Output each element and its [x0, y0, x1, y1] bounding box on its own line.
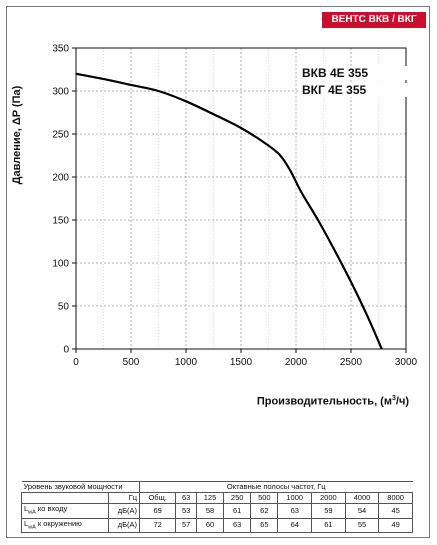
table-col-header: 250	[223, 492, 252, 504]
row-label-tail: ко входу	[35, 504, 68, 513]
sound-power-table: Уровень звуковой мощности Октавные полос…	[21, 481, 413, 533]
table-cell: 55	[344, 517, 380, 533]
row-label-main: L	[24, 504, 29, 513]
table-col-header: 125	[195, 492, 225, 504]
x-tick-label: 500	[123, 357, 140, 368]
table-cell: 49	[378, 517, 413, 533]
chart-frame	[6, 6, 430, 538]
table-hz-label: Гц	[108, 492, 140, 504]
x-tick-label: 3000	[395, 357, 418, 368]
table-cell: 62	[250, 503, 279, 519]
table-row-unit: дБ(A)	[108, 503, 140, 519]
y-tick-label: 200	[52, 173, 69, 184]
table-row-unit: дБ(A)	[108, 517, 140, 533]
table-cell: 57	[175, 517, 197, 533]
table-cell: 54	[344, 503, 380, 519]
table-row: LwA ко входу дБ(A) 69 53 58 61 62 63 59 …	[21, 503, 413, 519]
row-label-sub: wA	[28, 509, 36, 516]
y-tick-label: 300	[52, 87, 69, 98]
table-title: Уровень звуковой мощности	[21, 481, 140, 493]
table-cell: 58	[195, 503, 225, 519]
y-tick-label: 150	[52, 216, 69, 227]
y-axis-label-box: Давление, ΔP (Па)	[4, 70, 30, 200]
table-col-header: 8000	[378, 492, 413, 504]
table-col-header: 500	[250, 492, 279, 504]
y-tick-label: 250	[52, 130, 69, 141]
table-cell: 64	[277, 517, 313, 533]
table-row-label: LwA ко входу	[21, 503, 109, 519]
table-cell: 72	[138, 517, 177, 533]
y-axis-label: Давление, ΔP (Па)	[11, 85, 23, 185]
table-cell: 63	[223, 517, 252, 533]
y-tick-label: 50	[58, 302, 70, 313]
x-tick-label: 0	[73, 357, 79, 368]
brand-label: ВЕНТС ВКВ / ВКГ	[322, 12, 426, 28]
y-tick-label: 100	[52, 259, 69, 270]
x-axis-label: Производительность, (м3/ч)	[257, 395, 409, 408]
table-cell: 69	[138, 503, 177, 519]
row-label-sub: wA	[28, 524, 36, 530]
row-label-tail: к окружению	[35, 518, 82, 528]
table-columns-row: Гц Общ. 63 125 250 500 1000 2000 4000 80…	[21, 492, 413, 504]
model-label-2: ВКГ 4Е 355	[300, 83, 414, 97]
y-tick-label: 0	[63, 345, 69, 356]
x-tick-label: 2000	[285, 357, 308, 368]
table-cell: 65	[250, 517, 279, 533]
y-tick-label: 350	[52, 44, 69, 55]
table-col-header: 4000	[344, 492, 380, 504]
x-axis-label-main: Производительность, (м	[256, 395, 392, 408]
table-col-header: 2000	[311, 492, 346, 504]
table-cell: 60	[195, 517, 225, 533]
row-label-main: L	[24, 518, 29, 528]
table-cell: 53	[175, 503, 197, 519]
table-col-header: Общ.	[138, 492, 177, 504]
x-tick-label: 1000	[175, 357, 198, 368]
table-cell: 63	[277, 503, 313, 519]
table-col-header: 1000	[277, 492, 313, 504]
table-cell: 61	[223, 503, 252, 519]
pressure-curve	[75, 72, 383, 350]
table-row: LwA к окружению дБ(A) 72 57 60 63 65 64 …	[21, 517, 413, 533]
table-row-label: LwA к окружению	[21, 517, 109, 533]
x-axis-label-tail: /ч)	[395, 395, 409, 408]
table-cell: 45	[378, 503, 413, 519]
table-bands-title: Октавные полосы частот, Гц	[139, 481, 413, 493]
table-cell: 61	[311, 517, 346, 533]
table-cell: 59	[311, 503, 346, 519]
x-tick-label: 1500	[230, 357, 253, 368]
table-header-row: Уровень звуковой мощности Октавные полос…	[21, 481, 413, 493]
table-col-header: 63	[175, 492, 197, 504]
x-axis-label-sup: 3	[391, 395, 396, 402]
x-tick-label: 2500	[340, 357, 363, 368]
model-label-1: ВКВ 4Е 355	[300, 66, 414, 80]
